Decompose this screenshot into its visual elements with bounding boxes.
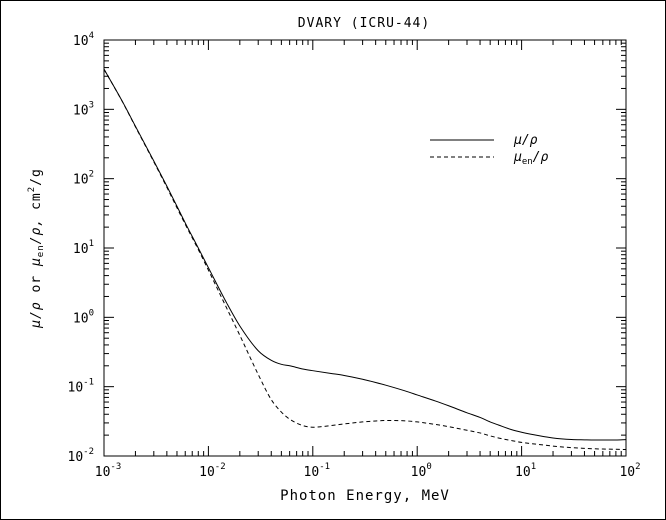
y-tick-label: 103 [73,100,94,118]
x-tick-labels: 10-3 10-2 10-1 100 101 102 [95,462,641,480]
x-tick-label: 101 [515,462,536,480]
x-tick-label: 100 [411,462,432,480]
y-tick-labels: 10-2 10-1 100 101 102 103 104 [68,31,95,465]
y-tick-label: 10-2 [68,447,95,465]
y-tick-label: 101 [73,239,94,257]
y-tick-label: 102 [73,170,94,188]
x-tick-label: 10-2 [199,462,226,480]
legend: μ/ρ μen/ρ [430,133,548,167]
legend-label-mu-en: μen/ρ [513,150,548,167]
legend-label-mu: μ/ρ [513,133,538,148]
y-tick-label: 100 [73,308,94,326]
series-line-mu [103,68,627,441]
x-axis-label: Photon Energy, MeV [280,488,450,504]
y-tick-label: 104 [73,31,94,49]
y-tick-label: 10-1 [68,378,95,396]
x-tick-label: 102 [619,462,640,480]
plot-area [103,39,627,457]
series-layer [103,68,627,451]
chart-title: DVARY (ICRU-44) [298,16,430,31]
x-tick-label: 10-1 [304,462,331,480]
y-axis-label: μ/ρ or μen/ρ,cm2/g [27,168,46,329]
x-tick-label: 10-3 [95,462,122,480]
series-line-mu-en [103,69,627,451]
axis-ticks [103,39,627,457]
